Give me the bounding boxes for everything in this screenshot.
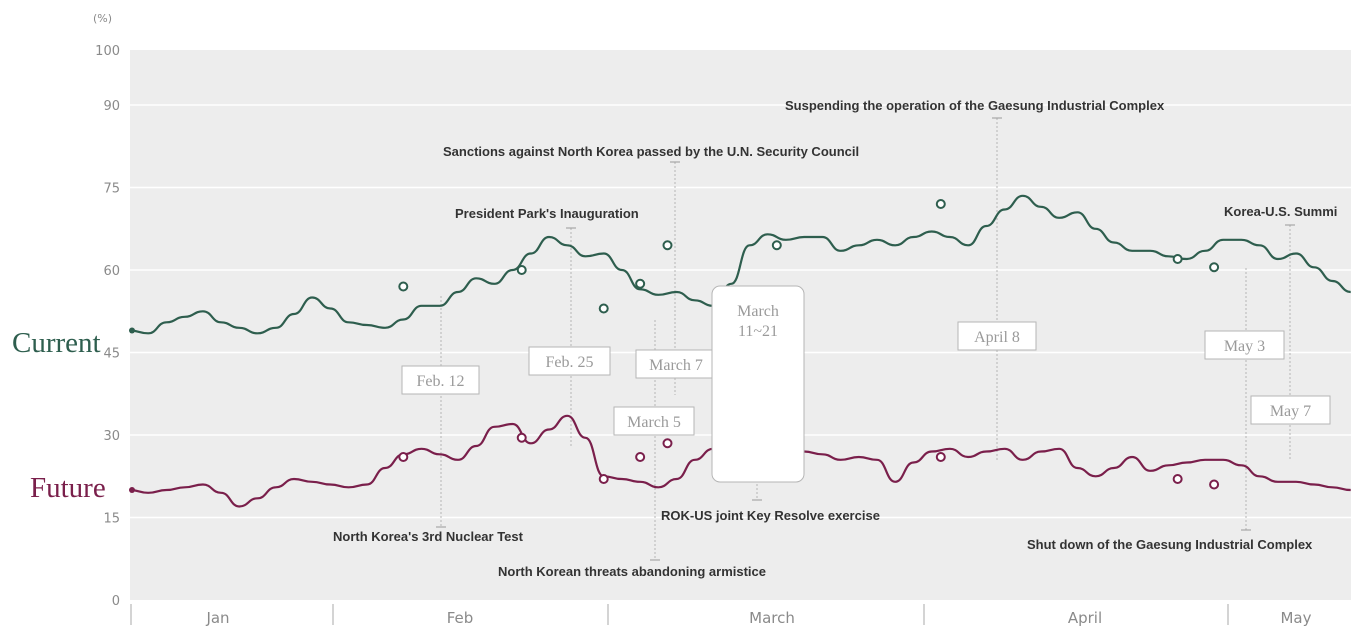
future-event-marker: [1209, 479, 1220, 490]
y-tick-label: 60: [103, 264, 120, 279]
event-leader-lines: [436, 117, 1295, 561]
x-axis: Jan Feb March April May: [130, 604, 1312, 627]
current-event-marker: [1172, 254, 1183, 264]
current-event-marker: [398, 281, 409, 292]
current-series-start-dot: [129, 327, 135, 334]
current-event-marker: [635, 278, 646, 289]
date-tag-box: [528, 346, 611, 376]
future-series-label: Future: [30, 472, 106, 504]
event-label-above: Suspending the operation of the Gaesung …: [785, 98, 1165, 113]
event-labels: President Park's Inauguration Sanctions a…: [333, 98, 1337, 579]
date-tag-box: [1250, 395, 1331, 425]
date-tag-box: [1204, 330, 1285, 360]
event-label-below: ROK-US joint Key Resolve exercise: [661, 508, 880, 523]
future-event-marker: [662, 438, 673, 449]
month-label: May: [1280, 609, 1311, 627]
y-tick-label: 45: [103, 347, 120, 362]
range-tag-line2: 11~21: [738, 323, 778, 340]
date-tag-label: April 8: [974, 329, 1020, 346]
current-series-line: [129, 194, 1351, 335]
current-series-label: Current: [12, 327, 101, 359]
month-label: Jan: [205, 609, 229, 627]
y-tick-label: 90: [103, 99, 120, 114]
series-labels: Current Future: [12, 327, 106, 504]
month-label: March: [749, 609, 795, 627]
current-event-marker: [662, 240, 673, 251]
y-tick-label: 75: [103, 182, 120, 197]
date-tags: Feb. 12 Feb. 25 March 5 March 7 April 8 May 3…: [401, 285, 1331, 483]
event-label-above: Korea-U.S. Summi: [1224, 204, 1337, 219]
current-event-marker: [1209, 262, 1220, 273]
event-label-below: North Korean threats abandoning armistic…: [498, 564, 766, 579]
current-event-marker: [935, 199, 946, 209]
event-label-below: North Korea's 3rd Nuclear Test: [333, 529, 524, 544]
month-label: April: [1068, 609, 1102, 627]
date-tag-label: May 3: [1224, 338, 1265, 355]
month-label: Feb: [447, 609, 474, 627]
current-event-marker: [771, 240, 782, 251]
range-tag-line1: March: [737, 303, 779, 320]
date-tag-box: [957, 321, 1037, 351]
y-tick-label: 30: [103, 429, 120, 444]
y-tick-label: 100: [95, 44, 120, 59]
date-tag-box: [635, 349, 717, 379]
y-axis-unit: (%): [93, 12, 112, 25]
future-event-marker: [516, 432, 527, 443]
future-event-marker: [398, 452, 409, 462]
future-event-marker: [935, 452, 946, 462]
event-label-above: Sanctions against North Korea passed by …: [443, 144, 859, 159]
range-tag-box: [711, 285, 805, 483]
event-label-below: Shut down of the Gaesung Industrial Comp…: [1027, 537, 1313, 552]
future-event-marker: [635, 452, 646, 462]
y-tick-label: 0: [112, 594, 120, 609]
date-tag-box: [613, 406, 695, 436]
current-event-marker: [516, 265, 527, 275]
date-tag-label: March 7: [649, 357, 703, 374]
event-label-above: President Park's Inauguration: [455, 206, 639, 221]
y-tick-label: 15: [103, 512, 120, 527]
date-tag-label: Feb. 12: [417, 373, 465, 390]
date-tag-box: [401, 365, 480, 395]
future-event-marker: [1172, 474, 1183, 484]
date-tag-label: May 7: [1270, 403, 1311, 420]
date-tag-label: March 5: [627, 414, 681, 431]
future-series-start-dot: [129, 487, 135, 493]
y-axis-ticks: 0 15 30 45 60 75 90 100: [95, 44, 120, 609]
date-tag-label: Feb. 25: [546, 354, 594, 371]
current-event-marker: [598, 303, 609, 314]
future-event-marker: [598, 474, 609, 484]
